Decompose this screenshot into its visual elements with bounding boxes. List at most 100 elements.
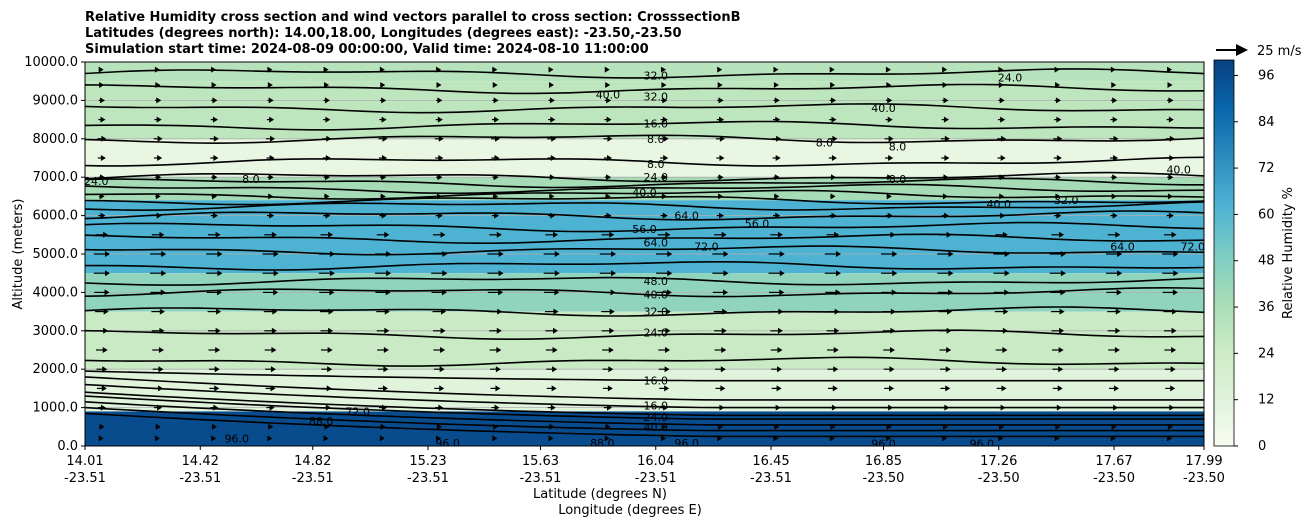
contour-label: 64.0 <box>1110 240 1135 253</box>
wind-vector <box>1166 116 1174 123</box>
wind-vector <box>209 385 220 392</box>
wind-vector <box>993 251 1010 257</box>
wind-vector <box>379 212 387 219</box>
y-tick-label: 7000.0 <box>33 170 79 185</box>
wind-vector <box>436 193 442 200</box>
contour-label: 8.0 <box>647 133 665 146</box>
wind-vector <box>998 193 1005 200</box>
wind-vector <box>884 135 894 142</box>
wind-vector <box>997 155 1006 161</box>
contour-label: 88.0 <box>309 415 334 428</box>
contour-label: 96.0 <box>435 437 460 450</box>
wind-vector <box>603 155 612 161</box>
wind-vector <box>1051 347 1064 353</box>
wind-vector <box>772 135 782 142</box>
x-tick-lon: -23.51 <box>407 471 449 486</box>
wind-vector <box>828 404 837 411</box>
x-tick-lat: 16.85 <box>865 454 902 469</box>
contour-label: 40.0 <box>643 421 668 434</box>
wind-vector <box>885 404 894 411</box>
wind-vector <box>379 66 385 73</box>
wind-vector <box>436 435 442 442</box>
wind-vector <box>1110 212 1118 219</box>
wind-vector <box>98 97 106 104</box>
wind-vector <box>210 404 219 411</box>
wind-vector <box>490 135 500 142</box>
wind-vector <box>544 308 559 315</box>
wind-vector <box>604 435 610 442</box>
wind-vector <box>605 193 611 200</box>
x-tick-lat: 14.01 <box>66 454 103 469</box>
wind-vector <box>661 193 667 200</box>
wind-vector <box>492 174 499 181</box>
contour-label: 24.0 <box>643 171 668 184</box>
wind-vector <box>434 135 444 142</box>
wind-vector <box>941 404 950 411</box>
wind-vector <box>488 308 503 315</box>
contour-label: 8.0 <box>889 140 907 153</box>
wind-vector <box>829 212 837 219</box>
x-tick-lon: -23.51 <box>750 471 792 486</box>
wind-vector <box>657 308 671 315</box>
wind-vector <box>886 82 892 89</box>
wind-vector <box>830 193 836 200</box>
wind-vector <box>266 116 275 123</box>
wind-vector <box>95 308 109 315</box>
wind-vector <box>824 270 841 277</box>
contour-label: 40.0 <box>871 102 896 115</box>
wind-vector <box>605 82 611 89</box>
wind-vector <box>660 116 668 123</box>
wind-vector <box>1105 270 1123 277</box>
wind-vector <box>658 347 671 353</box>
wind-vector <box>1108 366 1120 373</box>
wind-vector <box>660 155 669 161</box>
y-axis: 0.0 1000.0 2000.0 3000.0 4000.0 5000.0 6000.0 7… <box>24 55 85 454</box>
wind-vector <box>267 174 274 181</box>
wind-vector <box>998 97 1005 104</box>
wind-vector <box>378 135 388 142</box>
x-tick-lon: -23.51 <box>635 471 677 486</box>
x-tick-lat: 17.99 <box>1185 454 1222 469</box>
wind-vector <box>715 385 726 392</box>
wind-vector <box>942 82 948 89</box>
x-tick-lon: -23.51 <box>520 471 562 486</box>
wind-vector <box>376 231 390 238</box>
wind-vector <box>323 435 329 442</box>
wind-vector <box>1163 327 1177 334</box>
contour-line-17 <box>85 276 1204 286</box>
wind-vector <box>714 231 727 238</box>
contour-label: 32.0 <box>1054 194 1079 207</box>
contour-label: 40.0 <box>632 187 657 200</box>
wind-vector <box>998 82 1004 89</box>
wind-vector <box>436 174 443 181</box>
contour-line-16 <box>85 260 1204 271</box>
wind-vector <box>825 289 841 296</box>
x-tick-lat: 17.26 <box>980 454 1017 469</box>
wind-vector <box>882 231 896 238</box>
contour-label: 40.0 <box>643 288 668 301</box>
wind-vector <box>546 385 557 392</box>
quiver-key-label: 25 m/s <box>1257 44 1302 59</box>
contour-line-12 <box>85 210 1204 221</box>
wind-vector <box>376 327 390 334</box>
wind-vector <box>599 251 617 257</box>
contour-line-25 <box>85 391 1204 417</box>
wind-vector <box>96 366 108 373</box>
wind-vector <box>1052 385 1063 392</box>
wind-vector <box>994 308 1009 315</box>
wind-vector <box>544 289 560 296</box>
wind-vector <box>1167 82 1173 89</box>
contour-label: 72.0 <box>345 405 370 418</box>
wind-vector <box>1162 251 1179 257</box>
colorbar-tick-label: 24 <box>1258 346 1275 361</box>
wind-vector <box>1053 155 1062 161</box>
wind-vector <box>436 66 442 73</box>
contour-labels: 32.032.016.08.08.08.024.0 24.040.064.056.… <box>85 69 1204 450</box>
contour-label: 8.0 <box>889 173 907 186</box>
wind-vector <box>601 327 615 334</box>
wind-vector <box>660 66 666 73</box>
wind-vector <box>211 193 218 200</box>
x-tick-lat: 16.45 <box>752 454 789 469</box>
wind-vector <box>661 82 667 89</box>
